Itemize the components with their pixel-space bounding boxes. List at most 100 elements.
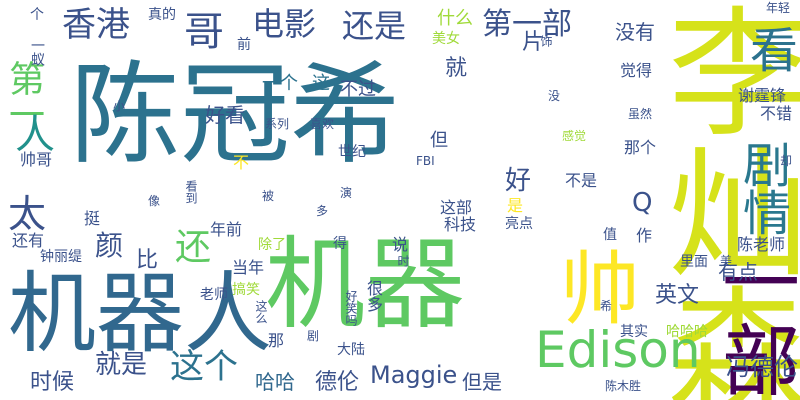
word-5: 帅 [560,243,640,336]
word-74: 作 [636,226,653,245]
word-23: 哈哈 [255,370,295,394]
word-72: 时 [396,255,410,267]
word-65: 挺 [81,210,100,226]
word-51: 不 [233,153,250,172]
word-30: 陈老师 [737,235,786,254]
word-64: 虽然 [628,107,653,121]
word-98: 希 [600,299,613,313]
word-25: Maggie [370,361,458,389]
word-12: 第一部 [482,7,572,42]
word-22: 时候 [30,370,75,395]
word-81: 其实 [620,324,648,340]
word-89: 却 [780,154,793,168]
word-85: 陈木胜 [605,379,642,393]
word-2: 机器 [265,226,465,343]
word-24: 德伦 [315,370,360,395]
word-63: 感觉 [562,129,587,143]
word-50: 但 [430,130,448,151]
word-86: 饰 [539,35,553,47]
word-56: 那个 [624,138,657,157]
word-91: 看到 [184,180,198,204]
word-77: 搞笑 [232,282,260,298]
word-75: 当年 [232,258,265,277]
word-45: 个 [30,7,44,23]
word-96: 好笑吗 [344,290,358,326]
word-29: 有点 [718,260,758,284]
word-53: 帅哥 [20,150,53,169]
word-39: 觉得 [620,61,653,80]
word-97: 剧 [307,329,320,343]
word-68: 年前 [210,220,243,239]
word-55: 好 [505,166,532,196]
word-34: 不过 [340,79,376,100]
word-26: 但是 [462,370,502,394]
word-42: 不错 [760,104,793,123]
word-70: 得 [333,236,347,252]
word-60: 是 [507,196,524,215]
word-44: 真的 [148,7,176,23]
word-88: 没 [548,89,561,103]
word-93: 多 [316,204,329,218]
word-3: 李灿森 [644,0,800,400]
word-61: 亮点 [505,216,533,232]
word-38: 没有 [615,20,655,44]
word-54: FBI [416,154,435,168]
word-17: 颜 [95,229,124,262]
word-82: 哈哈哈 [666,324,708,340]
word-28: 英文 [655,283,700,308]
word-87: 小 [113,99,126,113]
word-43: 年轻 [766,1,791,15]
word-21: 就是 [95,350,148,380]
word-58: 这部 [440,198,473,217]
word-11: 还是 [342,7,407,45]
word-76: 老师 [200,287,228,303]
word-15: 人 [15,112,55,158]
word-95: 这么 [254,300,268,324]
word-18: 比 [136,248,159,273]
word-84: 美 [720,254,733,268]
word-6: Edison [535,321,701,379]
word-79: 那 [268,331,285,350]
word-8: 剧情 [734,140,790,236]
word-67: 钟丽缇 [40,249,82,265]
word-49: 喜欢 [310,117,335,131]
word-47: 前 [237,37,251,53]
word-48: 系列 [265,117,290,131]
word-69: 除了 [258,237,286,253]
word-94: 演 [340,186,353,200]
word-33: 这 [312,73,330,94]
word-16: 太 [8,192,47,236]
word-13: 哥 [177,10,223,50]
word-36: 什么 [437,8,473,29]
word-32: 一个 [262,73,298,94]
word-10: 电影 [252,5,317,43]
word-92: 被 [262,189,275,203]
word-19: 还 [175,227,212,268]
word-73: 值 [603,227,617,243]
word-27: 冯德伦 [726,353,798,381]
word-31: 好看 [205,103,245,127]
word-78: 很多 [364,280,383,312]
word-71: 说 [392,235,409,254]
word-90: 像 [148,194,161,208]
word-20: 这个 [170,347,238,387]
word-62: Q [632,188,653,218]
word-66: 还有 [12,231,45,250]
word-35: 就 [445,56,468,81]
word-52: 世纪 [338,144,366,160]
word-0: 陈冠希 [70,51,400,179]
word-4: 一部 [709,242,799,398]
word-59: 科技 [444,215,477,234]
word-9: 香港 [62,5,130,45]
word-41: 谢霆锋 [738,86,787,105]
word-37: 片 [522,30,545,55]
word-80: 大陆 [337,342,365,358]
word-7: 看 [741,25,797,73]
word-57: 不是 [565,171,598,190]
word-46: 一蚁 [29,38,45,66]
word-1: 机器人 [8,262,273,365]
word-40: 美女 [432,31,460,47]
word-83: 里面 [680,254,708,270]
word-14: 第一 [3,60,44,132]
